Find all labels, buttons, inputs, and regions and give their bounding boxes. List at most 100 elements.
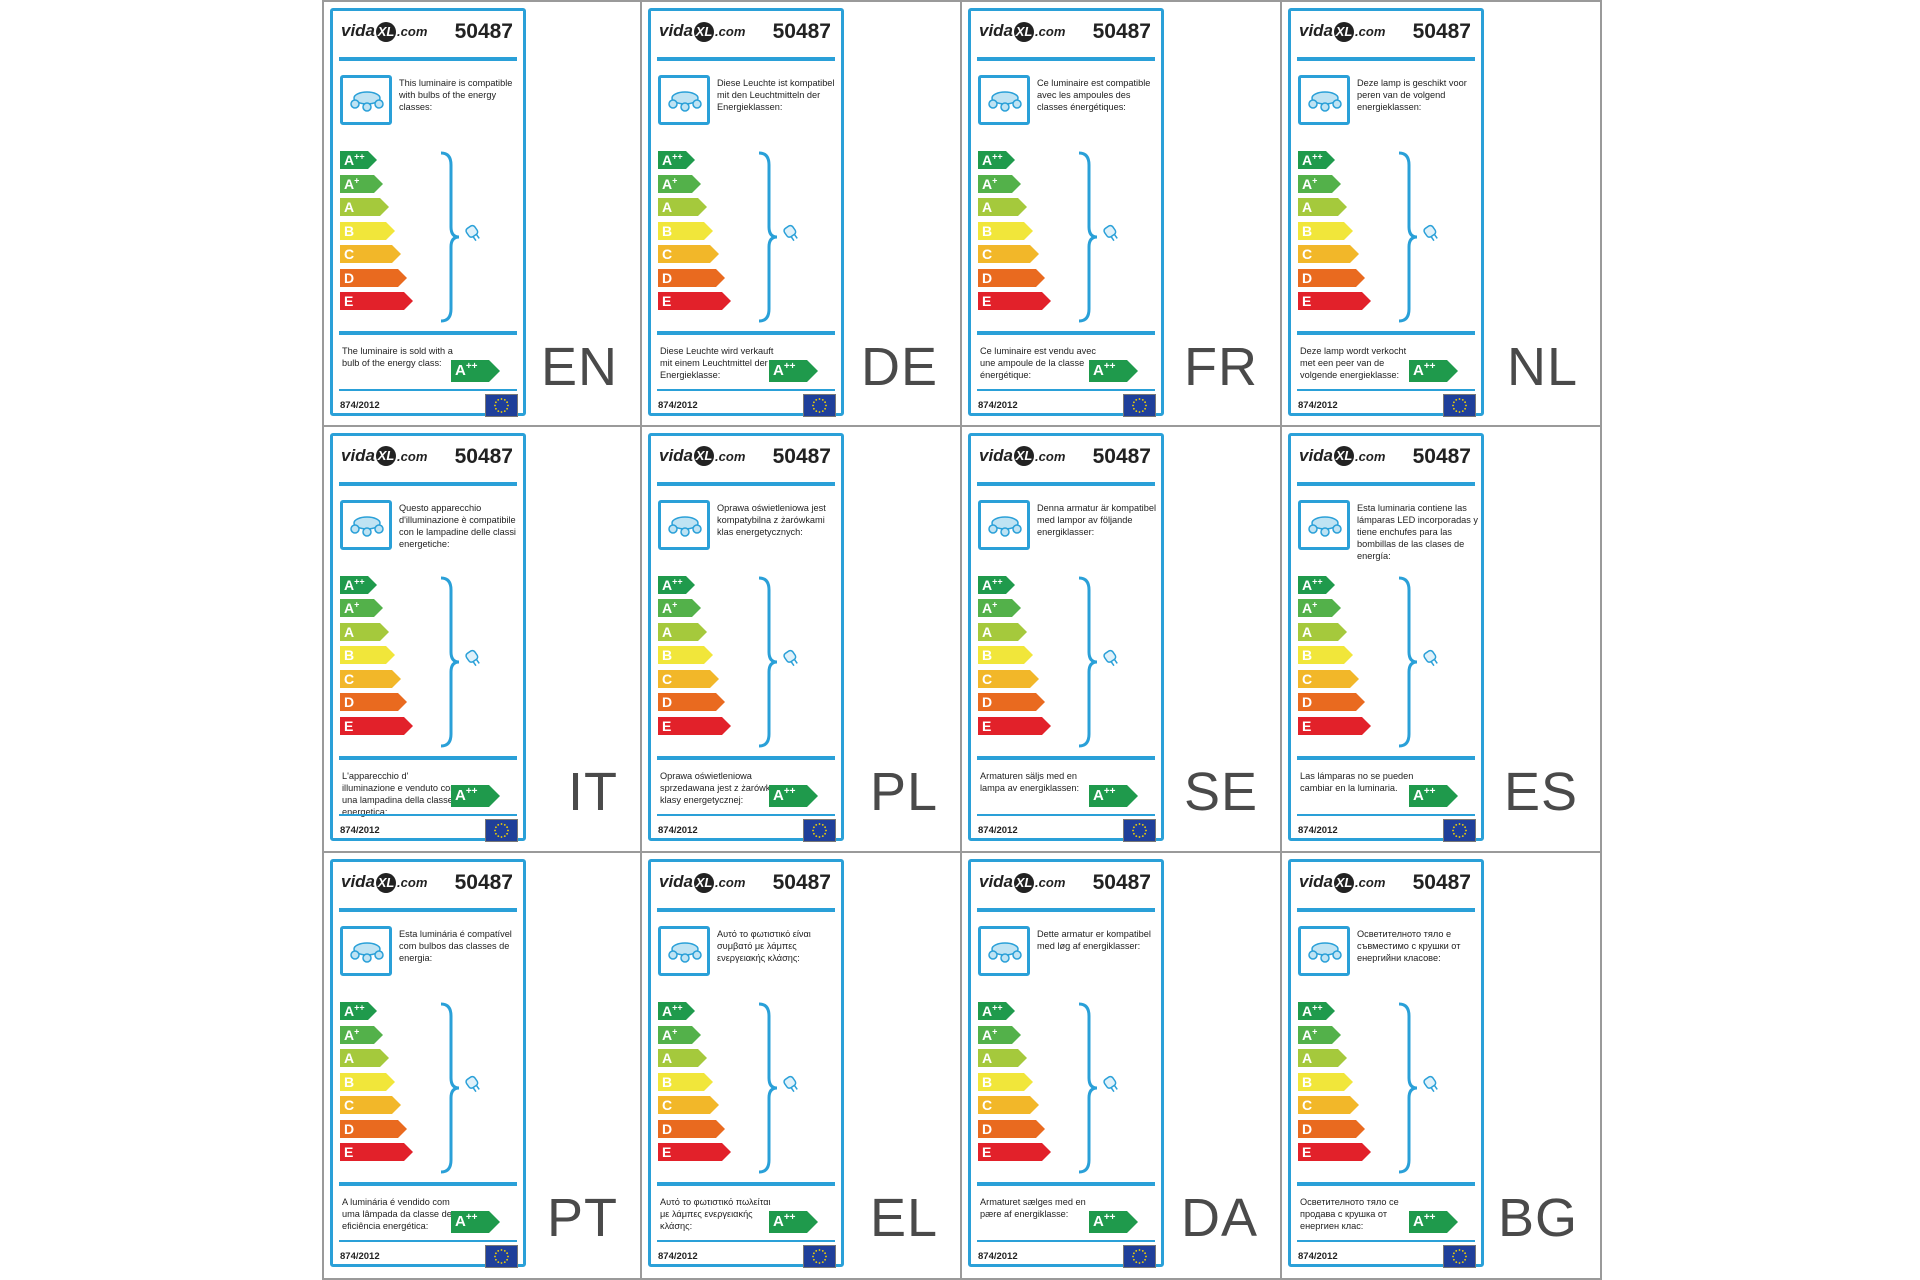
eu-flag-icon (485, 394, 518, 417)
energy-label: vida XL .com 50487 Esta luminaria contiene l… (1288, 432, 1484, 842)
class-range-bracket (1395, 576, 1421, 748)
energy-class-letter: A (1302, 152, 1313, 168)
energy-class-letter: E (344, 1144, 354, 1161)
compatibility-text: This luminaire is compatible with bulbs … (399, 78, 513, 112)
model-number: 50487 (1092, 20, 1151, 43)
sold-with-text: Oprawa oświetleniowa sprzedawana jest z … (660, 770, 776, 805)
energy-class-letter: D (982, 269, 993, 286)
sold-class-letter: A (455, 1213, 466, 1231)
footer-rule (1297, 389, 1475, 391)
energy-label: vida XL .com 50487 Αυτό το φωτιστικό είναι σ… (648, 859, 844, 1269)
brand-logo: vida XL .com (1299, 872, 1385, 893)
energy-class-bar: A++ (658, 1002, 695, 1021)
energy-class-bar: A (340, 198, 389, 216)
energy-label: vida XL .com 50487 Diese Leuchte ist kompati… (648, 8, 844, 417)
energy-class-letter: E (1302, 1144, 1312, 1161)
energy-class-letter: A (344, 1003, 355, 1020)
energy-class-scale: A++ A+ A B C D E (978, 575, 1051, 741)
model-number: 50487 (1092, 444, 1151, 468)
energy-class-letter: A (982, 576, 993, 593)
label-cell-se: vida XL .com 50487 Denna armatur är kompatib… (962, 426, 1282, 854)
energy-label: vida XL .com 50487 Esta luminária é compatív… (330, 859, 526, 1269)
regulation-number: 874/2012 (978, 400, 1018, 411)
logo-mark: XL (694, 21, 715, 42)
energy-class-bar: D (1298, 268, 1365, 287)
energy-class-letter: D (1302, 1120, 1313, 1137)
label-header: vida XL .com 50487 (339, 17, 517, 53)
sold-class-plus: ++ (783, 1212, 796, 1224)
energy-class-bar: A (978, 1049, 1027, 1068)
energy-class-bar: A++ (658, 151, 695, 169)
energy-class-bar: D (978, 1119, 1045, 1138)
energy-class-scale: A++ A+ A B C D E (340, 151, 413, 316)
energy-class-bar: A (658, 622, 707, 641)
energy-class-plus: + (1312, 1026, 1318, 1037)
energy-class-bar: C (978, 1096, 1039, 1115)
class-range-bracket (437, 151, 463, 323)
ceiling-lamp-icon (658, 75, 710, 125)
energy-class-scale: A++ A+ A B C D E (340, 575, 413, 741)
sold-energy-class-badge: A++ (451, 1211, 500, 1234)
compatibility-text: Αυτό το φωτιστικό είναι συμβατό με λάμπε… (717, 929, 811, 964)
energy-class-bar: C (340, 245, 401, 263)
energy-class-letter: D (982, 694, 993, 711)
model-number: 50487 (454, 20, 513, 43)
energy-label: vida XL .com 50487 Deze lamp is geschikt voo… (1288, 8, 1484, 417)
regulation-number: 874/2012 (340, 400, 380, 411)
class-range-bracket (755, 576, 781, 748)
compatibility-text: Oprawa oświetleniowa jest kompatybilna z… (717, 502, 826, 537)
energy-class-plus: + (992, 174, 998, 185)
class-range-bracket (1075, 576, 1101, 748)
model-number: 50487 (1412, 444, 1471, 468)
logo-prefix: vida (979, 445, 1014, 465)
brand-logo: vida XL .com (341, 21, 427, 42)
energy-class-letter: B (1302, 222, 1313, 239)
energy-class-plus: + (672, 1026, 678, 1037)
energy-class-bar: B (340, 646, 395, 665)
label-header: vida XL .com 50487 (657, 442, 835, 478)
energy-class-plus: + (1312, 599, 1318, 610)
ceiling-lamp-icon (1298, 499, 1350, 550)
ceiling-lamp-icon (340, 926, 392, 977)
energy-class-bar: A (340, 622, 389, 641)
label-header: vida XL .com 50487 (977, 442, 1155, 478)
energy-class-scale: A++ A+ A B C D E (1298, 575, 1371, 741)
energy-class-bar: C (1298, 245, 1359, 263)
energy-class-plus: ++ (992, 576, 1003, 586)
class-range-bracket (1395, 151, 1421, 323)
section-rule (977, 1182, 1155, 1187)
energy-class-letter: C (344, 670, 355, 687)
ceiling-lamp-icon (978, 75, 1030, 125)
energy-class-bar: A++ (658, 575, 695, 594)
label-cell-el: vida XL .com 50487 Αυτό το φωτιστικό είναι σ… (642, 853, 962, 1280)
energy-class-letter: A (662, 576, 673, 593)
energy-class-plus: + (354, 599, 360, 610)
eu-flag-icon (803, 394, 836, 417)
energy-class-plus: + (992, 599, 998, 610)
label-header: vida XL .com 50487 (339, 442, 517, 478)
energy-class-letter: A (982, 1050, 993, 1067)
energy-class-bar: A++ (978, 1002, 1015, 1021)
energy-class-letter: A (662, 152, 673, 168)
energy-class-letter: C (662, 1097, 673, 1114)
energy-class-letter: B (982, 1073, 993, 1090)
logo-suffix: .com (715, 875, 746, 891)
sold-class-plus: ++ (465, 361, 478, 372)
sold-class-plus: ++ (1103, 361, 1116, 372)
energy-class-bar: E (1298, 716, 1371, 735)
energy-class-letter: A (662, 1003, 673, 1020)
brand-logo: vida XL .com (1299, 446, 1385, 467)
ceiling-lamp-icon (978, 499, 1030, 550)
sold-energy-class-badge: A++ (769, 784, 818, 807)
energy-class-bar: E (1298, 1143, 1371, 1162)
energy-class-plus: ++ (992, 1002, 1003, 1013)
energy-class-plus: + (672, 174, 678, 185)
energy-label: vida XL .com 50487 Oprawa oświetleniowa jest… (648, 432, 844, 842)
energy-class-letter: A (1302, 1003, 1313, 1020)
energy-class-letter: C (982, 246, 993, 262)
energy-class-letter: C (1302, 246, 1313, 262)
energy-class-bar: A (658, 198, 707, 216)
energy-class-letter: B (662, 647, 673, 664)
energy-class-letter: A (662, 1050, 673, 1067)
model-number: 50487 (772, 444, 831, 468)
